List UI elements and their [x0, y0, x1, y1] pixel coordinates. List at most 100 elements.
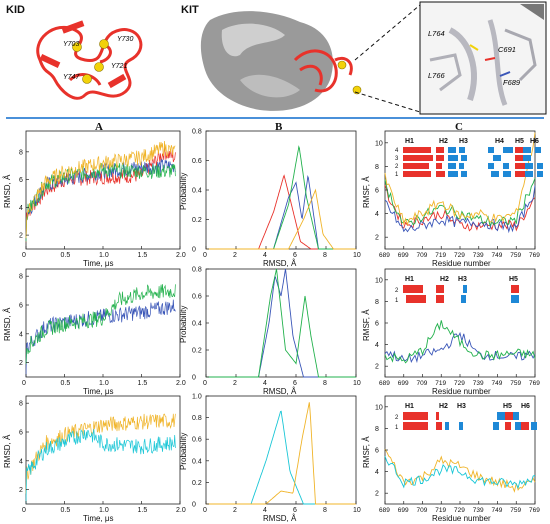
- y-tick-label: 2: [375, 364, 379, 371]
- y-tick-label: 4: [19, 205, 23, 212]
- x-tick-label: 689: [379, 380, 390, 387]
- x-axis-label: RMSD, Å: [263, 259, 297, 268]
- strand-bar: [459, 163, 464, 169]
- section-divider: [6, 117, 544, 119]
- x-axis-label: RMSD, Å: [263, 514, 297, 523]
- x-tick-label: 0.5: [61, 252, 71, 259]
- helix-bar: [511, 285, 519, 293]
- y-tick-label: 0.4: [192, 188, 202, 195]
- x-tick-label: 1.5: [138, 380, 148, 387]
- x-tick-label: 719: [435, 507, 446, 514]
- strand-bar: [497, 412, 505, 420]
- x-tick-label: 689: [379, 252, 390, 259]
- strand-bar: [461, 155, 467, 161]
- x-tick-label: 0: [22, 507, 26, 514]
- series-line-blue: [206, 268, 356, 378]
- x-tick-label: 709: [417, 507, 428, 514]
- legend-row-label: 1: [395, 298, 399, 304]
- series-line-green: [384, 320, 536, 364]
- x-tick-label: 739: [473, 507, 484, 514]
- x-axis-label: Residue number: [432, 387, 491, 396]
- x-tick-label: 0: [203, 380, 207, 387]
- helix-bar: [403, 422, 428, 430]
- strand-bar: [503, 171, 511, 177]
- series-line-green: [206, 268, 356, 378]
- column-label-b: B: [275, 121, 283, 133]
- helix-bar: [403, 147, 431, 153]
- y-tick-label: 6: [375, 448, 379, 455]
- y-tick-label: 8: [19, 401, 23, 408]
- strand-bar: [511, 295, 519, 303]
- x-tick-label: 729: [454, 507, 465, 514]
- x-tick-label: 759: [510, 252, 521, 259]
- y-axis-label: Probability: [179, 433, 188, 470]
- x-tick-label: 0: [22, 380, 26, 387]
- x-tick-label: 2.0: [176, 507, 186, 514]
- y-tick-label: 0.8: [192, 267, 202, 274]
- helix-header: H3: [458, 276, 467, 283]
- x-tick-label: 1.5: [138, 252, 148, 259]
- y-tick-label: 0: [192, 502, 196, 509]
- x-tick-label: 4: [263, 252, 267, 259]
- x-tick-label: 709: [417, 380, 428, 387]
- kid-residue-label: Y703: [63, 41, 79, 48]
- x-tick-label: 0.5: [61, 507, 71, 514]
- x-tick-label: 6: [293, 507, 297, 514]
- y-tick-label: 8: [19, 149, 23, 156]
- y-tick-label: 1.0: [192, 394, 202, 401]
- x-tick-label: 0.5: [61, 380, 71, 387]
- x-tick-label: 10: [353, 380, 361, 387]
- x-tick-label: 759: [510, 380, 521, 387]
- legend-row-label: 2: [395, 415, 399, 421]
- helix-header: H3: [457, 403, 466, 410]
- helix-bar: [436, 422, 442, 430]
- y-axis-label: Probability: [179, 306, 188, 343]
- y-tick-label: 0.2: [192, 217, 202, 224]
- strand-bar: [445, 422, 449, 430]
- series-line-red: [206, 174, 356, 250]
- strand-bar: [463, 285, 467, 293]
- y-axis-label: RMSD, Å: [3, 434, 12, 468]
- y-tick-label: 10: [375, 277, 383, 284]
- x-tick-label: 1.5: [138, 507, 148, 514]
- x-tick-label: 1.0: [99, 252, 109, 259]
- x-tick-label: 8: [323, 252, 327, 259]
- legend-row-label: 3: [395, 156, 399, 162]
- x-tick-label: 709: [417, 252, 428, 259]
- strand-bar: [448, 171, 458, 177]
- series-line-orange: [206, 188, 356, 250]
- inset-residue-label: C691: [498, 45, 516, 54]
- legend-row-label: 1: [395, 172, 399, 178]
- plot-frame: [205, 130, 357, 250]
- y-tick-label: 4: [19, 331, 23, 338]
- series-line-blue: [206, 174, 356, 250]
- x-tick-label: 10: [353, 252, 361, 259]
- helix-header: H5: [509, 276, 518, 283]
- series-line-blue: [25, 159, 176, 242]
- legend-row-label: 2: [395, 288, 399, 294]
- inset-residue-label: L766: [428, 71, 446, 80]
- series-line-cyan: [384, 455, 536, 490]
- strand-bar: [488, 147, 494, 153]
- helix-bar: [436, 285, 444, 293]
- x-tick-label: 769: [529, 380, 540, 387]
- x-tick-label: 2: [233, 252, 237, 259]
- x-tick-label: 0: [22, 252, 26, 259]
- column-label-c: C: [455, 121, 463, 133]
- strand-bar: [448, 163, 456, 169]
- helix-header: H1: [405, 403, 414, 410]
- x-tick-label: 8: [323, 380, 327, 387]
- y-tick-label: 0.2: [192, 480, 202, 487]
- x-tick-label: 719: [435, 252, 446, 259]
- y-tick-label: 8: [19, 274, 23, 281]
- series-line-blue: [384, 185, 536, 234]
- strand-bar: [493, 422, 499, 430]
- strand-bar: [459, 147, 465, 153]
- column-label-a: A: [95, 121, 103, 133]
- y-tick-label: 2: [375, 235, 379, 242]
- kit-ribbon: [293, 49, 353, 93]
- strand-bar: [513, 412, 519, 420]
- x-tick-label: 2.0: [176, 380, 186, 387]
- helix-bar: [515, 147, 525, 153]
- legend-row-label: 1: [395, 425, 399, 431]
